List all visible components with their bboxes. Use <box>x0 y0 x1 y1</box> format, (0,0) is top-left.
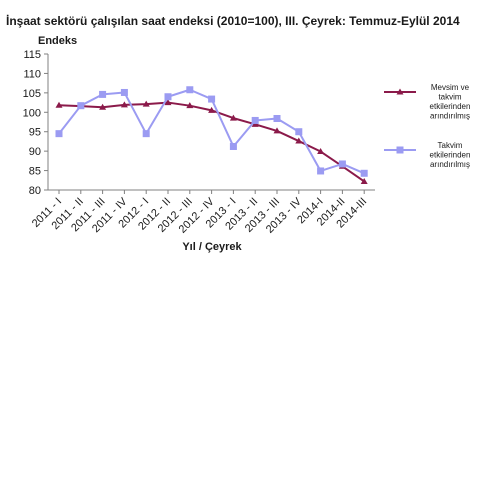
data-point-triangle <box>273 127 281 134</box>
data-point-square <box>229 142 237 150</box>
x-axis-label: Yıl / Çeyrek <box>182 241 242 253</box>
data-point-triangle <box>164 99 172 106</box>
legend-marker-triangle <box>396 88 404 95</box>
legend-label-line: etkilerinden <box>430 102 471 111</box>
chart-title: İnşaat sektörü çalışılan saat endeksi (2… <box>6 13 460 28</box>
legend-label-line: Takvim <box>438 141 463 150</box>
data-point-square <box>186 86 194 94</box>
legend-marker-square <box>396 146 404 154</box>
data-point-triangle <box>229 114 237 121</box>
legend-label-line: etkilerinden <box>430 151 471 160</box>
legend-label-line: arındırılmış <box>430 160 470 169</box>
data-point-square <box>55 130 63 138</box>
y-tick-label: 85 <box>29 166 41 178</box>
data-point-triangle <box>208 106 216 113</box>
series-layer <box>55 86 368 184</box>
data-point-square <box>338 160 346 168</box>
y-tick-label: 105 <box>23 88 41 100</box>
data-point-square <box>295 128 303 136</box>
legend-label-line: takvim <box>438 93 461 102</box>
y-tick-label: 110 <box>23 68 41 80</box>
data-point-square <box>120 88 128 96</box>
data-point-square <box>77 102 85 110</box>
legend-label-line: arındırılmış <box>430 112 470 121</box>
y-axis: 80 85 90 95 100 105 110 115 <box>23 49 48 197</box>
data-point-triangle <box>142 100 150 107</box>
data-point-square <box>317 167 325 175</box>
data-point-square <box>251 116 259 124</box>
data-point-triangle <box>317 148 325 155</box>
data-point-square <box>142 130 150 138</box>
y-axis-label: Endeks <box>38 35 77 47</box>
data-point-square <box>360 169 368 177</box>
y-tick-label: 95 <box>29 127 41 139</box>
y-tick-label: 100 <box>23 107 41 119</box>
data-point-triangle <box>360 177 368 184</box>
data-point-triangle <box>186 102 194 109</box>
data-point-triangle <box>99 103 107 110</box>
data-point-square <box>208 95 216 103</box>
data-point-square <box>99 90 107 98</box>
data-point-square <box>273 115 281 123</box>
data-point-triangle <box>55 101 63 108</box>
y-tick-label: 90 <box>29 146 41 158</box>
data-point-square <box>164 93 172 101</box>
data-point-triangle <box>295 137 303 144</box>
y-tick-label: 115 <box>23 49 41 61</box>
legend-label-line: Mevsim ve <box>431 83 470 92</box>
legend: Mevsim vetakvimetkilerindenarındırılmışT… <box>384 83 470 169</box>
y-tick-label: 80 <box>29 185 41 197</box>
data-point-triangle <box>120 101 128 108</box>
